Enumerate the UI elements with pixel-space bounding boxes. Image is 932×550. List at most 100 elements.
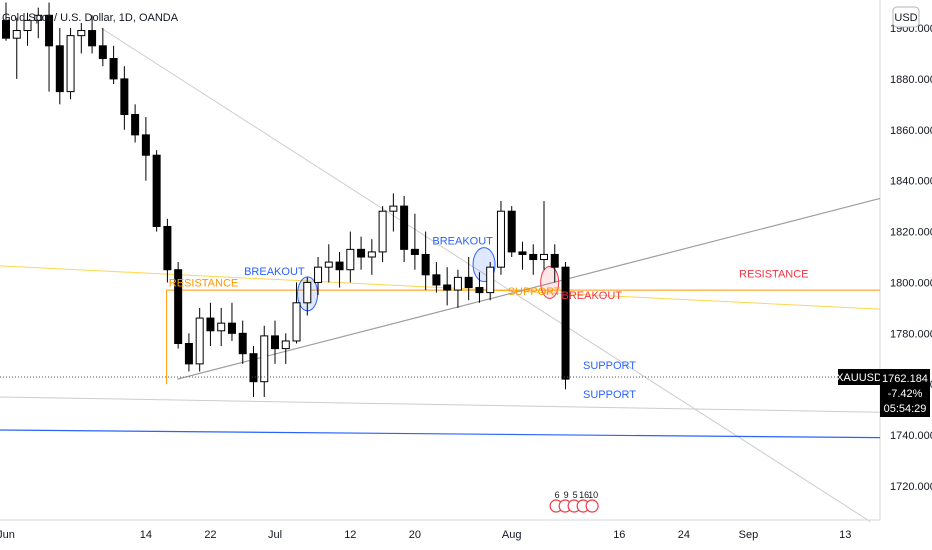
candle-body [550, 253, 559, 268]
candle-body [507, 210, 516, 253]
y-tick-label: 1740.000 [890, 430, 932, 442]
chart-title: Gold Spot / U.S. Dollar, 1D, OANDA [2, 12, 179, 24]
candle-body [464, 276, 473, 289]
y-tick-label: 1800.000 [890, 277, 932, 289]
candle-body [88, 30, 97, 47]
candle-body [260, 335, 269, 383]
annotation-label: SUPPORT [583, 360, 636, 372]
x-tick-label: Jun [0, 529, 15, 541]
candle-body [249, 353, 258, 383]
annotation-label: BREAKOUT [562, 290, 623, 302]
y-tick-label: 1820.000 [890, 227, 932, 239]
annotation-label: BREAKOUT [432, 235, 493, 247]
candle-body [540, 253, 548, 261]
candle-body [206, 317, 215, 332]
lower-support-line [0, 396, 881, 413]
candle-body [141, 134, 150, 156]
y-tick-label: 1720.000 [890, 481, 932, 493]
event-badge-count: 5 [573, 490, 578, 500]
candle-body [475, 287, 484, 294]
rising-trend-line [177, 197, 881, 380]
candle-body [227, 322, 236, 334]
x-tick-label: 14 [140, 529, 152, 541]
candle-body [518, 251, 527, 255]
candle-body [281, 340, 290, 350]
breakout-ellipse-3 [540, 265, 560, 299]
candle-body [389, 205, 398, 212]
currency-label: USD [894, 12, 917, 24]
event-badge-count: 10 [588, 490, 598, 500]
annotation-label: RESISTANCE [739, 268, 808, 280]
candle-body [400, 205, 409, 250]
last-price-value: 1762.184 [882, 373, 928, 385]
x-tick-label: 22 [204, 529, 216, 541]
x-axis-ticks: Jun 14 22 Jul 12 20 Aug 16 24 Sep 13 [0, 529, 851, 541]
candle-body [486, 266, 495, 294]
candle-body [335, 261, 344, 271]
candle-body [217, 322, 226, 332]
annotation-label: SUPPORT [508, 286, 561, 298]
candle-body [12, 30, 21, 39]
event-badge [585, 499, 599, 513]
candles-layer [2, 2, 570, 397]
candle-body [314, 266, 323, 283]
candle-body [453, 276, 462, 291]
y-tick-label: 1780.000 [890, 328, 932, 340]
candle-body [163, 225, 172, 271]
annotation-label: SUPPORT [583, 389, 636, 401]
candle-body [195, 317, 204, 365]
candle-body [109, 58, 118, 80]
x-tick-label: 20 [409, 529, 421, 541]
y-tick-label: 1880.000 [890, 74, 932, 86]
candle-body [378, 210, 387, 253]
falling-trend-line [100, 27, 871, 523]
y-tick-label: 1860.000 [890, 125, 932, 137]
x-tick-label: 12 [344, 529, 356, 541]
candle-body [357, 248, 366, 258]
annotation-label: BREAKOUT [244, 266, 305, 278]
candle-body [131, 114, 140, 136]
x-tick-label: 16 [613, 529, 625, 541]
candle-body [367, 251, 376, 258]
candle-body [184, 343, 193, 365]
candle-body [23, 19, 32, 32]
last-price-box [880, 369, 930, 417]
x-tick-label: 13 [839, 529, 851, 541]
event-badge-count: 6 [555, 490, 560, 500]
candle-body [529, 253, 538, 261]
currency-badge[interactable] [892, 6, 920, 28]
candle-body [561, 266, 570, 380]
bar-countdown: 05:54:29 [884, 403, 927, 415]
candle-body [496, 210, 505, 268]
candle-body [324, 261, 333, 268]
candle-body [152, 154, 161, 227]
candle-body [45, 14, 54, 47]
candle-body [443, 284, 452, 291]
blue-support-line [0, 429, 881, 439]
candle-body [55, 45, 64, 93]
candle-body [34, 14, 43, 21]
x-tick-label: Sep [739, 529, 759, 541]
candle-body [432, 274, 441, 286]
candle-body [120, 78, 129, 116]
candle-body [2, 19, 10, 39]
y-tick-label: 1840.000 [890, 176, 932, 188]
yellow-descending-line [0, 265, 881, 310]
candle-body [292, 302, 301, 342]
change-percent: -7.42% [888, 388, 923, 400]
candle-body [77, 30, 86, 37]
x-tick-label: Aug [502, 529, 522, 541]
candle-body [421, 253, 430, 276]
candle-body [238, 332, 247, 355]
drawings-layer [0, 27, 881, 523]
candle-body [174, 269, 183, 345]
candle-body [303, 281, 312, 304]
event-badge-count: 16 [579, 490, 589, 500]
symbol-label: XAUUSD [836, 372, 882, 384]
x-tick-label: Jul [268, 529, 282, 541]
candle-body [98, 45, 107, 60]
